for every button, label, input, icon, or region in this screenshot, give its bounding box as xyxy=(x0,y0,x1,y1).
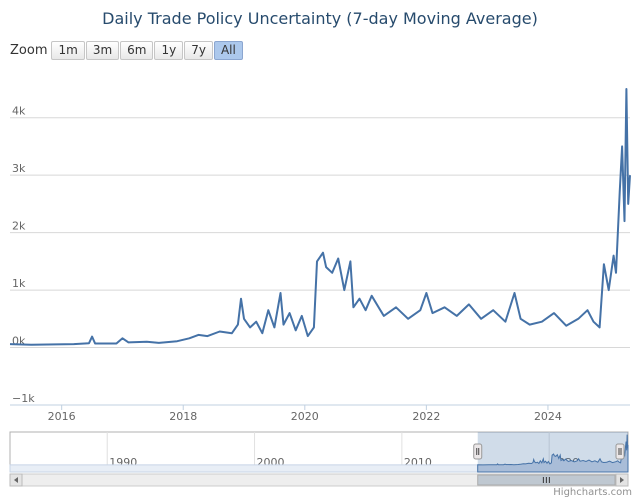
zoom-button-6m[interactable]: 6m xyxy=(120,40,154,60)
x-tick-label: 2018 xyxy=(169,410,197,423)
y-tick-label: 2k xyxy=(12,220,26,233)
y-axis-ticks: −1k 0k 1k 2k 3k 4k xyxy=(12,105,35,405)
zoom-bar: Zoom 1m 3m 6m 1y 7y All xyxy=(10,40,244,60)
zoom-button-7y[interactable]: 7y xyxy=(184,40,213,60)
y-tick-label: −1k xyxy=(12,392,35,405)
zoom-button-3m[interactable]: 3m xyxy=(85,40,120,60)
x-tick-label: 2024 xyxy=(534,410,562,423)
navigator-area-full xyxy=(9,464,479,473)
y-tick-label: 4k xyxy=(12,105,26,118)
scrollbar[interactable] xyxy=(9,473,629,487)
navigator-handle-right[interactable] xyxy=(615,443,625,460)
navigator-handle-left[interactable] xyxy=(473,443,483,460)
zoom-button-all[interactable]: All xyxy=(213,40,243,60)
series-line xyxy=(9,88,631,346)
y-tick-label: 0k xyxy=(12,335,26,348)
navigator[interactable]: 1990200020102020 xyxy=(9,431,629,473)
credits-link[interactable]: Highcharts.com xyxy=(553,487,632,498)
chart-title: Daily Trade Policy Uncertainty (7-day Mo… xyxy=(102,9,538,28)
x-tick-label: 2016 xyxy=(48,410,76,423)
zoom-button-1y[interactable]: 1y xyxy=(154,40,184,60)
zoom-button-1m[interactable]: 1m xyxy=(51,40,85,60)
y-tick-label: 1k xyxy=(12,277,26,290)
scrollbar-grip-icon xyxy=(542,477,550,483)
scrollbar-left-arrow-icon xyxy=(14,477,18,483)
navigator-area-selected xyxy=(477,434,629,473)
grid-lines xyxy=(10,117,630,406)
x-tick-label: 2022 xyxy=(412,410,440,423)
scrollbar-right-arrow-icon xyxy=(620,477,624,483)
x-axis-ticks: 2016 2018 2020 2022 2024 xyxy=(10,404,630,423)
zoom-label: Zoom xyxy=(10,42,48,58)
x-tick-label: 2020 xyxy=(291,410,319,423)
y-tick-label: 3k xyxy=(12,162,26,175)
